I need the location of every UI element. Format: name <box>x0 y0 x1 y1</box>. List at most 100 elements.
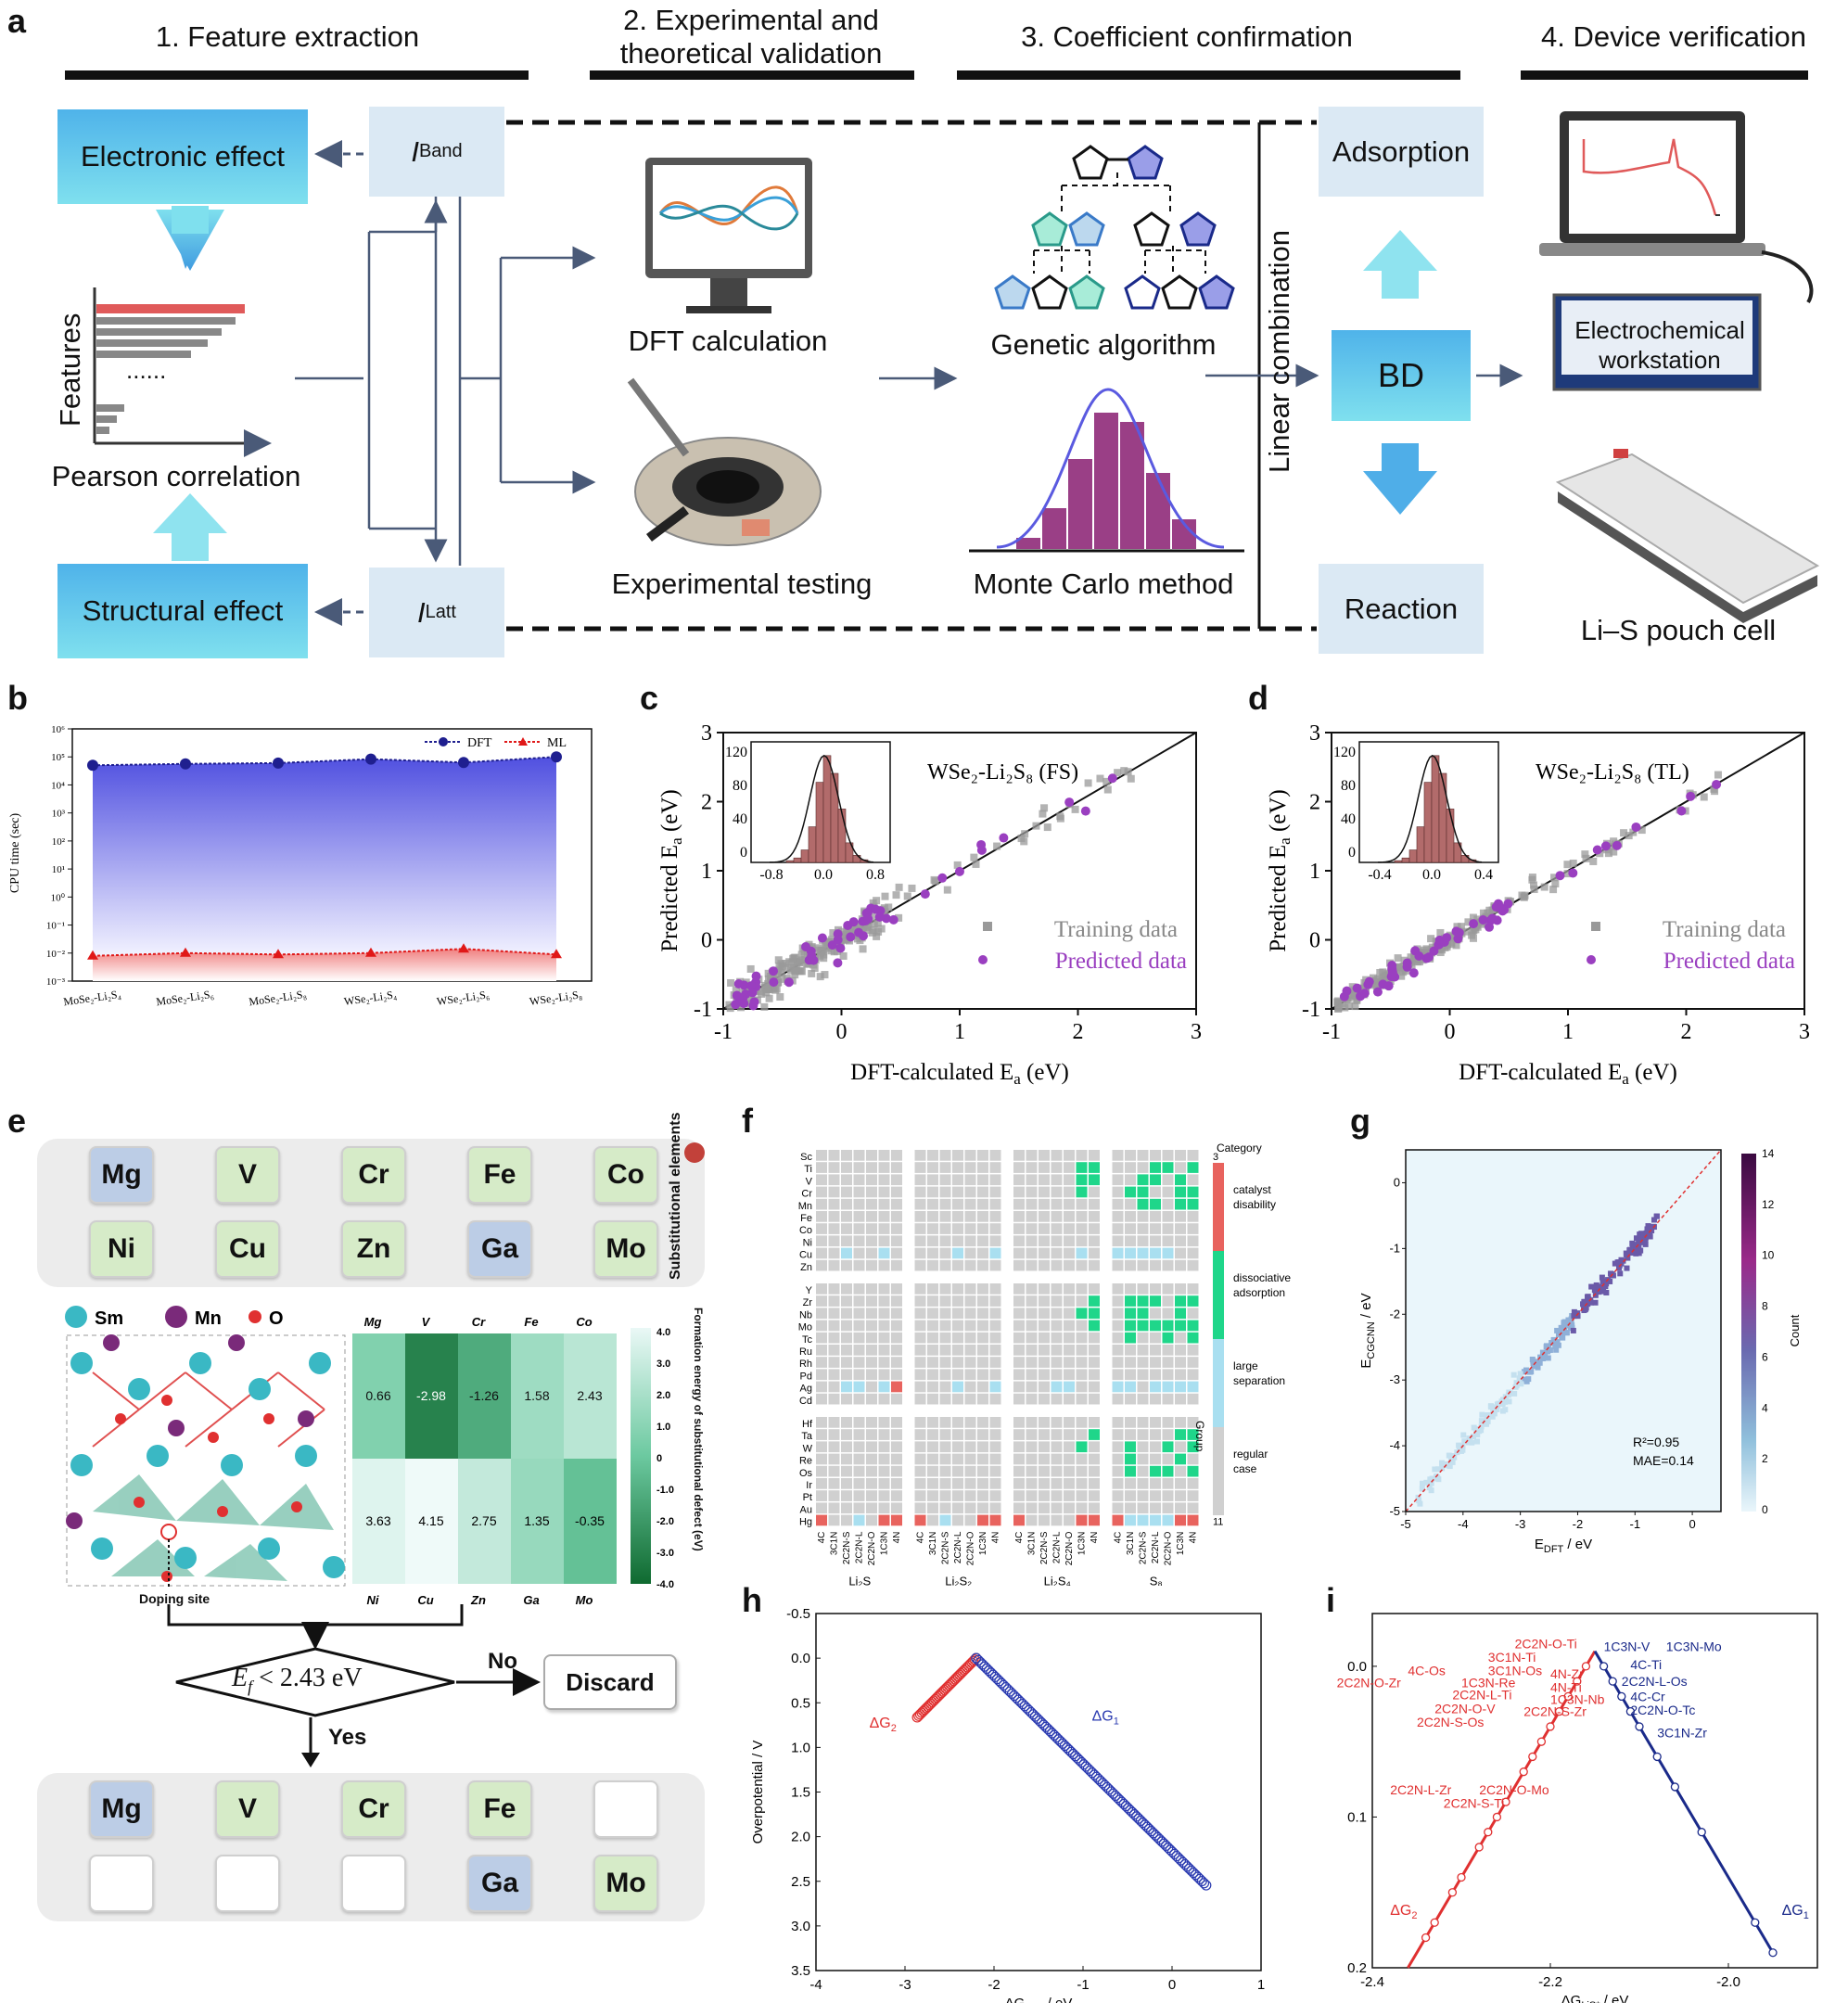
f-cell <box>1150 1259 1161 1271</box>
e-down-arrow <box>301 1717 320 1767</box>
atom-o: O <box>269 1308 284 1329</box>
f-cell <box>977 1332 988 1344</box>
f-row-label: Pd <box>800 1371 812 1382</box>
f-cell <box>891 1357 902 1368</box>
f-cell <box>1051 1295 1063 1307</box>
f-cell <box>816 1235 827 1247</box>
g-bin <box>1574 1313 1581 1320</box>
x-tick-label: 3 <box>1799 1020 1810 1044</box>
g-bin <box>1581 1298 1587 1305</box>
f-cell <box>816 1247 827 1259</box>
f-cell <box>1089 1174 1100 1186</box>
i-band-box: I Band <box>369 107 504 197</box>
g-bin <box>1638 1234 1645 1241</box>
f-cell <box>891 1490 902 1501</box>
training-point <box>764 985 772 993</box>
g-ctick: 14 <box>1762 1147 1775 1160</box>
g-diagonal <box>1405 1149 1722 1512</box>
i-red-label: 1C3N-Re <box>1461 1676 1516 1690</box>
g-mae: MAE=0.14 <box>1633 1453 1694 1468</box>
f-cell <box>1125 1441 1136 1453</box>
f-cell <box>1013 1345 1025 1356</box>
heat-cell <box>352 1333 405 1459</box>
heat-value: -1.26 <box>469 1388 499 1403</box>
f-cell <box>841 1441 852 1453</box>
f-row-label: Mo <box>798 1322 812 1333</box>
f-cell <box>816 1393 827 1405</box>
heat-cell <box>352 1459 405 1584</box>
step-2-bar <box>590 70 914 80</box>
f-cell <box>914 1198 926 1210</box>
f-cell <box>841 1211 852 1222</box>
f-cell <box>891 1162 902 1173</box>
f-cell <box>1150 1502 1161 1514</box>
g-bin <box>1474 1438 1481 1445</box>
heat-col-bottom: Cu <box>417 1593 433 1607</box>
f-col-label: 3C1N <box>1126 1532 1136 1556</box>
training-point <box>1620 829 1628 837</box>
f-cell <box>1076 1357 1088 1368</box>
f-cell <box>1013 1381 1025 1393</box>
f-cell <box>964 1514 976 1526</box>
f-cell <box>878 1283 890 1295</box>
f-cell <box>878 1357 890 1368</box>
training-point <box>821 971 829 979</box>
training-point <box>903 892 911 900</box>
training-point <box>1341 1003 1349 1012</box>
f-legend-label: large <box>1233 1359 1258 1372</box>
heat-value: 1.58 <box>524 1388 549 1403</box>
training-point <box>1638 826 1646 835</box>
f-cell <box>866 1441 877 1453</box>
training-point <box>1103 785 1112 794</box>
f-cell <box>1112 1283 1124 1295</box>
predicted-point <box>817 933 827 943</box>
f-cell <box>1064 1441 1075 1453</box>
f-cell <box>1064 1283 1075 1295</box>
f-cell <box>841 1393 852 1405</box>
f-cell <box>853 1478 865 1489</box>
heatmap-f: Sc3Ti4V5Cr6Mn7Fe8Co9Ni10Cu11Zn12Y3Zr4Nb5… <box>798 1142 1292 1586</box>
inset-y-label: 80 <box>733 778 747 794</box>
training-point <box>1348 983 1357 991</box>
g-bin <box>1624 1252 1630 1258</box>
f-cell <box>1175 1393 1186 1405</box>
f-cell <box>1064 1247 1075 1259</box>
i-red-point <box>1484 1828 1493 1837</box>
f-cell <box>1076 1320 1088 1332</box>
y-tick-label: 0 <box>1309 929 1320 953</box>
f-cell <box>927 1465 938 1477</box>
f-cell <box>1076 1174 1088 1186</box>
f-cell <box>977 1162 988 1173</box>
training-point <box>1379 973 1387 981</box>
predicted-point <box>976 845 987 855</box>
predicted-point <box>1442 933 1452 943</box>
g-bin <box>1415 1494 1421 1500</box>
f-cell <box>866 1453 877 1465</box>
f-row-label: Mn <box>798 1201 812 1212</box>
element-tile: Ni <box>89 1220 154 1278</box>
f-cell <box>1162 1393 1174 1405</box>
f-cell <box>878 1150 890 1161</box>
panel-label-g: g <box>1350 1102 1370 1140</box>
f-cell <box>927 1162 938 1173</box>
i-red-label: 3C1N-Os <box>1488 1664 1542 1678</box>
training-point <box>1473 923 1482 931</box>
f-cell <box>964 1417 976 1428</box>
b-ytick-label: 10⁻³ <box>46 976 66 988</box>
f-cell <box>1026 1393 1038 1405</box>
f-cell <box>828 1150 840 1161</box>
b-ml-point <box>87 950 98 960</box>
predicted-point <box>843 920 853 930</box>
cbar-tick: 1.0 <box>656 1422 670 1433</box>
predicted-point <box>920 889 930 899</box>
heat-cell <box>405 1459 458 1584</box>
i-blue-label: 4C-Ti <box>1630 1657 1662 1672</box>
experimental-caption: Experimental testing <box>611 568 873 600</box>
f-cell <box>1026 1453 1038 1465</box>
f-cell <box>841 1198 852 1210</box>
f-cell <box>952 1417 963 1428</box>
heat-col-top: Cr <box>472 1315 486 1329</box>
g-bin <box>1596 1283 1602 1290</box>
predicted-point <box>748 1001 758 1011</box>
f-cell <box>1089 1453 1100 1465</box>
